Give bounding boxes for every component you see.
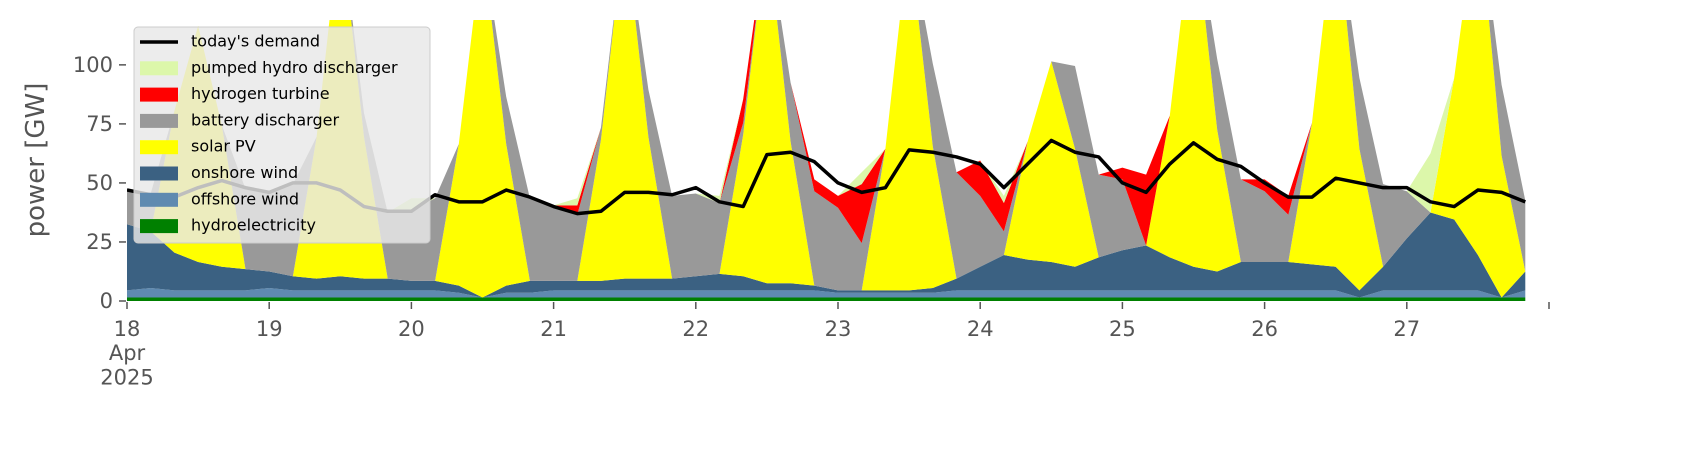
legend-label: battery discharger — [191, 110, 339, 129]
legend-label: hydroelectricity — [191, 216, 316, 235]
area-4 — [127, 20, 1526, 298]
area-5 — [127, 212, 1526, 298]
x-tick-label: 18 Apr 2025 — [100, 317, 153, 389]
legend-swatch — [140, 166, 178, 181]
area-3 — [127, 20, 1526, 291]
y-tick-label: 25 — [86, 230, 113, 254]
legend-label: onshore wind — [191, 163, 298, 182]
legend-swatch — [140, 113, 178, 128]
legend-swatch — [140, 87, 178, 102]
x-tick-label: 24 — [967, 317, 994, 341]
legend-label: pumped hydro discharger — [191, 58, 398, 77]
legend-label: hydrogen turbine — [191, 84, 330, 103]
y-tick-label: 50 — [86, 171, 113, 195]
x-tick-label: 23 — [825, 317, 852, 341]
legend-swatch — [140, 140, 178, 155]
axes: 0 25 50 75 100 18 Apr 2025 19 20 21 22 23 24 25 26 27 — [73, 53, 1550, 389]
x-tick-label: 27 — [1393, 317, 1420, 341]
legend-label: today's demand — [191, 32, 320, 51]
legend-swatch — [140, 61, 178, 76]
legend-swatch — [140, 192, 178, 207]
x-tick-label: 20 — [398, 317, 425, 341]
y-tick-label: 0 — [100, 289, 113, 313]
legend-label: solar PV — [191, 137, 256, 156]
y-tick-label: 100 — [73, 53, 113, 77]
legend: today's demand pumped hydro discharger hyd… — [133, 26, 431, 244]
x-tick-label: 26 — [1251, 317, 1278, 341]
y-axis-label: power [GW] — [21, 83, 51, 238]
area-7 — [127, 297, 1526, 301]
x-tick-label: 25 — [1109, 317, 1136, 341]
legend-label: offshore wind — [191, 189, 299, 208]
y-tick-label: 75 — [86, 112, 113, 136]
x-tick-label: 19 — [256, 317, 283, 341]
x-tick-label: 21 — [540, 317, 567, 341]
x-tick-label: 22 — [682, 317, 709, 341]
legend-swatch — [140, 219, 178, 234]
legend-box — [133, 26, 431, 244]
